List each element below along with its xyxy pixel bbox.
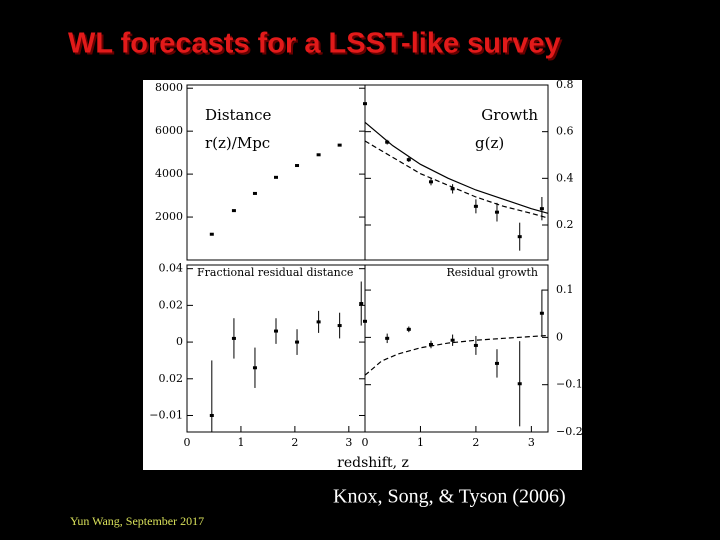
- data-point: [450, 338, 455, 342]
- data-point: [295, 164, 300, 168]
- data-point: [337, 143, 342, 147]
- plot-frame: [364, 84, 549, 261]
- data-point: [385, 140, 390, 144]
- y-tick-label: 0: [176, 335, 183, 348]
- data-point: [316, 153, 321, 157]
- data-point: [231, 336, 236, 340]
- x-tick-label: 0: [184, 436, 191, 449]
- data-point: [473, 204, 478, 208]
- y-tick-label: 0.04: [159, 262, 184, 275]
- data-point: [428, 342, 433, 346]
- figure-background: [143, 80, 582, 470]
- data-point: [494, 210, 499, 214]
- footer: Yun Wang, September 2017: [70, 514, 204, 528]
- y-tick-label: 0.4: [556, 171, 574, 184]
- y-tick-label: −0.1: [556, 378, 583, 391]
- x-axis-label: redshift, z: [337, 455, 409, 471]
- data-point: [406, 327, 411, 331]
- data-point: [517, 235, 522, 239]
- y-tick-label: 0.1: [556, 283, 574, 296]
- data-point: [494, 361, 499, 365]
- data-point: [428, 180, 433, 184]
- panel-ylabel: g(z): [475, 134, 504, 152]
- data-point: [274, 329, 278, 333]
- data-point: [473, 343, 478, 347]
- x-tick-label: 1: [417, 436, 424, 449]
- y-tick-label: 0: [556, 330, 563, 343]
- x-tick-label: 0: [362, 436, 369, 449]
- data-point: [450, 187, 455, 191]
- y-tick-label: 0.6: [556, 125, 574, 138]
- data-point: [517, 382, 522, 386]
- panel-ylabel: r(z)/Mpc: [205, 134, 270, 152]
- y-tick-label: 2000: [155, 210, 183, 223]
- data-point: [209, 413, 214, 417]
- data-point: [231, 209, 236, 213]
- data-point: [539, 207, 544, 211]
- panel-title: Residual growth: [447, 266, 539, 279]
- data-point: [337, 324, 342, 328]
- panel-title: Growth: [481, 106, 538, 124]
- y-tick-label: 0.8: [556, 78, 574, 91]
- x-tick-label: 2: [291, 436, 298, 449]
- data-point: [316, 320, 321, 324]
- x-tick-label: 3: [345, 436, 352, 449]
- data-point: [363, 102, 367, 106]
- x-tick-label: 3: [528, 436, 535, 449]
- citation: Knox, Song, & Tyson (2006): [333, 486, 566, 508]
- model-curve: [364, 140, 549, 219]
- data-point: [295, 340, 300, 344]
- data-point: [209, 232, 214, 236]
- data-point: [406, 158, 411, 162]
- y-tick-label: −0.01: [149, 408, 183, 421]
- y-tick-label: 6000: [155, 124, 183, 137]
- y-tick-label: −0.2: [556, 425, 583, 438]
- x-tick-label: 1: [237, 436, 244, 449]
- title-shadow: WL forecasts for a LSST-like survey: [70, 30, 563, 62]
- panel-title: Fractional residual distance: [197, 266, 353, 279]
- data-point: [274, 175, 278, 179]
- data-point: [385, 336, 390, 340]
- data-point: [359, 302, 364, 306]
- x-tick-label: 2: [472, 436, 479, 449]
- model-curve: [364, 334, 549, 376]
- data-point: [252, 366, 257, 370]
- y-tick-label: 0.02: [159, 372, 184, 385]
- model-curve: [364, 121, 549, 214]
- plot-frame: [364, 264, 549, 433]
- y-tick-label: 0.02: [159, 298, 184, 311]
- data-point: [252, 191, 257, 195]
- data-point: [539, 311, 544, 315]
- panel-title: Distance: [205, 106, 272, 124]
- slide-title: WL forecasts for a LSST-like survey: [68, 28, 561, 60]
- y-tick-label: 4000: [155, 167, 183, 180]
- y-tick-label: 0.2: [556, 218, 574, 231]
- y-tick-label: 8000: [155, 81, 183, 94]
- data-point: [363, 319, 367, 323]
